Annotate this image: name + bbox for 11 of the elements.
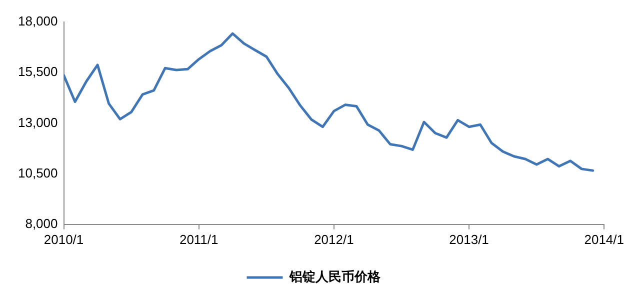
x-tick-label: 2010/1	[44, 232, 84, 247]
x-tick-label: 2013/1	[449, 232, 489, 247]
legend-label: 铝锭人民币价格	[288, 268, 382, 285]
y-tick-label: 18,000	[18, 14, 58, 29]
x-tick-label: 2012/1	[314, 232, 354, 247]
y-tick-label: 13,000	[18, 114, 58, 130]
x-tick-label: 2011/1	[179, 232, 218, 247]
y-tick-label: 8,000	[25, 216, 58, 231]
y-tick-label: 10,500	[18, 165, 58, 180]
x-tick-label: 2014/1	[584, 232, 624, 247]
y-tick-label: 15,500	[18, 64, 58, 80]
